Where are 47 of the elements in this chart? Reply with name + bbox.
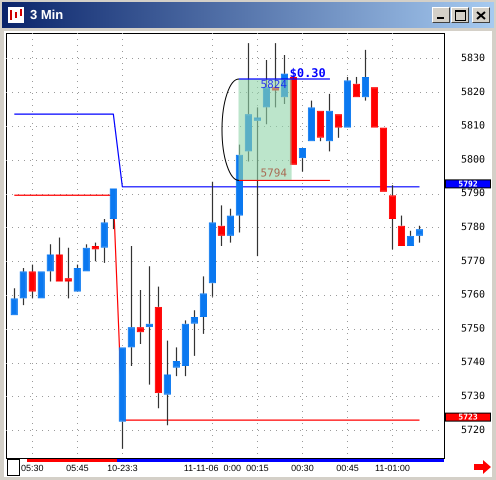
candlestick	[20, 267, 27, 306]
x-tick-label: 05:30	[21, 462, 44, 473]
candlestick	[92, 242, 99, 262]
candlestick	[226, 208, 234, 244]
y-tick-label: 5780	[461, 222, 486, 233]
x-tick-label: 00:45	[336, 462, 359, 473]
y-tick-label: 5760	[461, 290, 486, 301]
candlestick	[362, 49, 370, 102]
candlestick	[100, 218, 108, 264]
x-tick-label: 11-11-06 0:00	[184, 462, 242, 473]
band-label: $0.30	[290, 66, 326, 80]
x-tick-label: 00:15	[246, 462, 269, 473]
candlestick	[208, 181, 216, 298]
y-tick-label: 5740	[461, 357, 486, 368]
candlestick	[398, 214, 406, 246]
candlestick	[326, 93, 334, 152]
text: 5723	[458, 412, 478, 422]
chart-title: 3 Min	[30, 7, 64, 22]
text: 5792	[458, 179, 478, 188]
candlestick	[10, 288, 18, 316]
y-tick-label: 5830	[461, 52, 486, 64]
candlestick	[46, 244, 54, 282]
y-tick-label: 5810	[461, 120, 486, 132]
y-tick-label: 5820	[461, 86, 486, 98]
y-tick-label: 5770	[461, 256, 486, 267]
x-tick-label: 00:30	[291, 462, 314, 473]
y-tick-label: 5790	[461, 188, 486, 200]
candlestick	[154, 286, 162, 409]
candlestick	[200, 276, 207, 335]
candlestick	[118, 347, 126, 450]
annotation: 5794	[260, 166, 288, 180]
y-tick-label: 5730	[461, 391, 486, 402]
x-tick-label: 11-01:00	[375, 462, 410, 473]
candlestick	[182, 320, 189, 377]
candlestick	[64, 247, 72, 300]
candlestick	[136, 289, 144, 345]
y-tick-label: 5720	[461, 424, 486, 436]
y-tick-label: 5800	[461, 154, 486, 166]
x-tick-label: 05:45	[66, 462, 89, 473]
y-tick-label: 5750	[461, 323, 486, 334]
candlestick	[164, 340, 171, 426]
x-tick-label: 10-23:3	[107, 462, 138, 473]
candlestick	[56, 236, 63, 282]
candlestick	[28, 264, 36, 300]
candlestick	[128, 245, 135, 367]
candlestick	[388, 184, 396, 250]
candlestick	[416, 225, 424, 244]
